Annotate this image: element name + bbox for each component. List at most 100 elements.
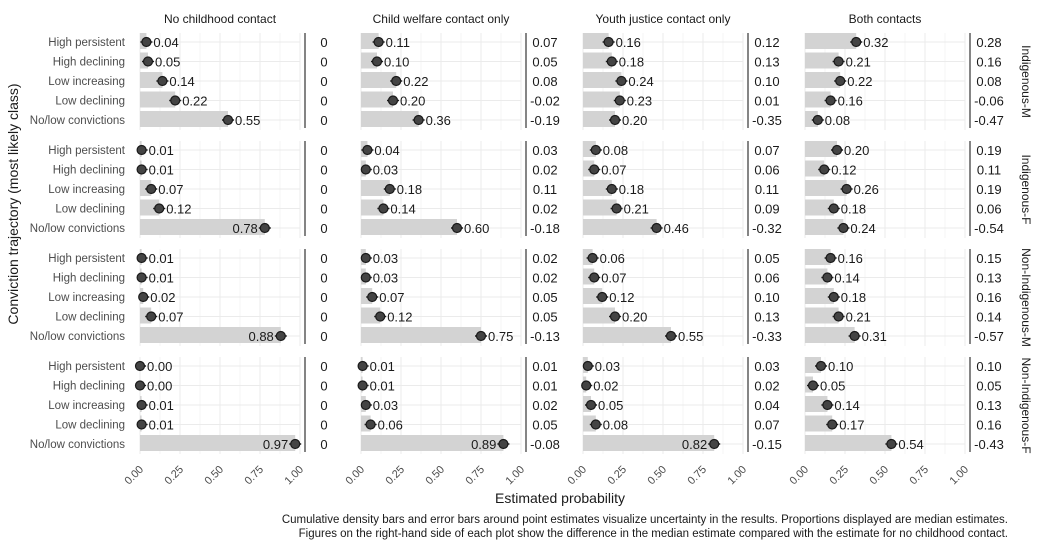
data-label: 0.20 <box>844 143 869 158</box>
density-bar <box>140 91 176 108</box>
y-axis-title: Conviction trajectory (most likely class… <box>5 83 21 324</box>
difference-label: -0.54 <box>974 221 1004 236</box>
point-estimate <box>585 399 597 411</box>
difference-label: 0.05 <box>532 310 557 325</box>
difference-label: 0.06 <box>976 202 1001 217</box>
point-estimate <box>590 419 601 430</box>
caption-text: Figures on the right-hand side of each p… <box>299 528 1008 540</box>
data-label: 0.08 <box>825 113 850 128</box>
point-estimate <box>146 183 157 195</box>
difference-label: 0.14 <box>976 310 1001 325</box>
data-label: 0.06 <box>378 418 403 433</box>
density-bar <box>805 52 839 69</box>
difference-label: -0.32 <box>752 221 782 236</box>
density-bar <box>805 307 839 324</box>
density-bar <box>583 91 620 108</box>
difference-label: 0 <box>320 182 327 197</box>
data-label: 0.75 <box>488 329 513 344</box>
density-bar <box>805 435 892 451</box>
difference-label: 0 <box>320 329 327 344</box>
difference-label: 0.16 <box>976 55 1001 70</box>
density-bar <box>805 327 855 343</box>
y-tick-label: High declining <box>53 381 125 393</box>
point-estimate <box>582 360 593 372</box>
point-estimate <box>603 36 614 48</box>
density-bar <box>805 396 828 412</box>
point-estimate <box>136 272 147 283</box>
x-tick-label: 0.50 <box>423 464 447 488</box>
facet-row-label: Indigenous-M <box>1019 45 1033 118</box>
data-label: 0.12 <box>166 202 191 217</box>
density-bar <box>140 199 160 216</box>
difference-label: 0 <box>320 310 327 325</box>
x-tick-label: 0.50 <box>202 464 226 488</box>
data-label: 0.01 <box>370 359 395 374</box>
difference-label: 0.13 <box>976 398 1001 413</box>
density-bar <box>583 160 595 177</box>
data-label: 0.21 <box>846 310 871 325</box>
data-label: 0.01 <box>149 271 174 286</box>
x-tick-label: 0.00 <box>565 464 589 488</box>
data-label: 0.31 <box>862 329 887 344</box>
density-bar <box>361 180 390 196</box>
difference-label: -0.43 <box>974 437 1004 452</box>
data-label: 0.18 <box>397 182 422 197</box>
difference-label: 0.05 <box>532 290 557 305</box>
x-tick-label: 0.00 <box>122 464 146 488</box>
point-estimate <box>665 330 677 342</box>
data-label: 0.89 <box>471 437 496 452</box>
y-tick-label: No/low convictions <box>30 115 125 127</box>
density-bar <box>583 219 657 235</box>
y-tick-label: High persistent <box>48 37 126 49</box>
density-bar <box>583 199 617 216</box>
data-label: 0.03 <box>373 271 398 286</box>
difference-label: 0.02 <box>754 379 779 394</box>
density-bar <box>361 288 373 304</box>
difference-label: 0.28 <box>976 35 1001 50</box>
density-bar <box>361 219 457 235</box>
facet-column-label: No childhood contact <box>164 12 277 26</box>
density-bar <box>805 72 841 88</box>
data-label: 0.16 <box>616 35 641 50</box>
density-bar <box>583 72 622 88</box>
data-label: 0.01 <box>149 163 174 178</box>
difference-label: 0.11 <box>755 182 779 197</box>
point-estimate <box>413 114 424 126</box>
point-estimate <box>290 438 301 450</box>
difference-label: 0.13 <box>754 310 779 325</box>
difference-label: 0.05 <box>754 251 779 266</box>
point-estimate <box>136 164 147 175</box>
difference-label: 0.08 <box>976 74 1001 89</box>
point-estimate <box>597 291 608 303</box>
data-label: 0.23 <box>627 94 652 109</box>
point-estimate <box>709 438 720 450</box>
data-label: 0.07 <box>379 290 404 305</box>
point-estimate <box>134 360 146 372</box>
data-label: 0.12 <box>831 163 856 178</box>
point-estimate <box>606 183 617 195</box>
point-estimate <box>835 75 846 87</box>
density-bar <box>583 52 612 69</box>
difference-label: -0.18 <box>530 221 560 236</box>
difference-label: 0.10 <box>976 359 1001 374</box>
y-tick-label: High persistent <box>48 361 126 373</box>
point-estimate <box>609 114 621 126</box>
point-estimate <box>609 311 621 322</box>
point-estimate <box>841 183 852 195</box>
point-estimate <box>606 56 617 67</box>
density-bar <box>583 288 603 304</box>
y-tick-label: Low declining <box>55 312 125 324</box>
y-tick-label: High declining <box>53 165 125 177</box>
point-estimate <box>611 203 622 214</box>
point-estimate <box>134 380 146 391</box>
point-estimate <box>807 380 819 391</box>
point-estimate <box>141 36 152 48</box>
point-estimate <box>822 399 833 411</box>
y-tick-label: High persistent <box>48 253 126 265</box>
data-label: 0.16 <box>838 251 863 266</box>
x-tick-label: 0.50 <box>867 464 891 488</box>
density-bar <box>805 288 834 304</box>
difference-label: 0.13 <box>976 271 1001 286</box>
y-tick-label: Low increasing <box>48 292 125 304</box>
point-estimate <box>819 164 830 175</box>
